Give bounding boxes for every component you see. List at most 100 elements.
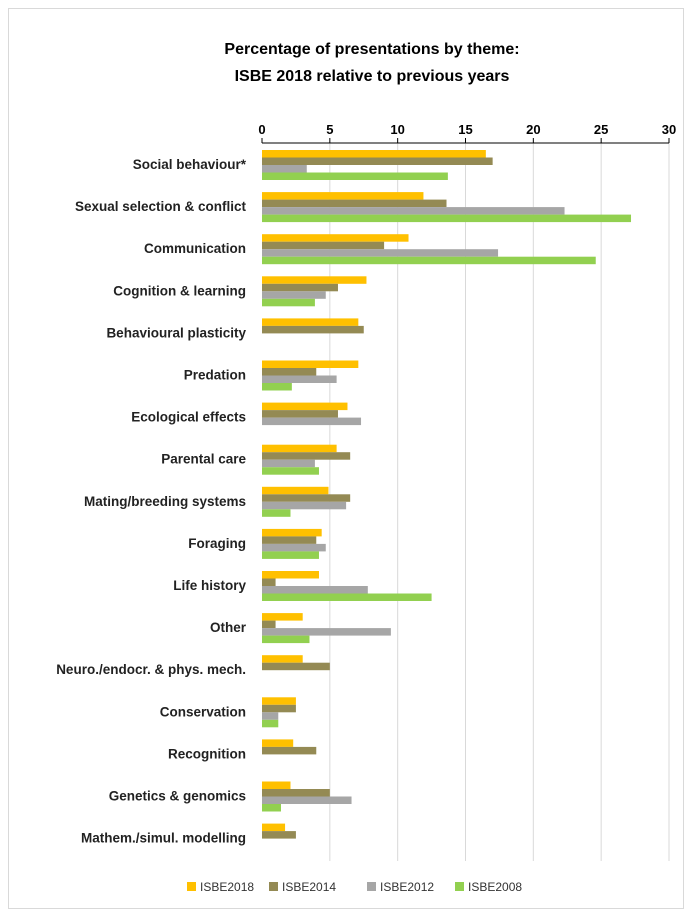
bar-isbe2014-14: [262, 746, 317, 755]
bar-isbe2018-16: [262, 823, 286, 832]
category-label: Cognition & learning: [113, 283, 246, 298]
bar-isbe2014-13: [262, 704, 296, 713]
bar-isbe2012-2: [262, 249, 499, 257]
bar-isbe2018-11: [262, 613, 303, 621]
bar-isbe2014-16: [262, 831, 296, 839]
bar-isbe2008-15: [262, 804, 281, 812]
legend-swatch: [455, 882, 464, 891]
tick-label-30: 30: [662, 122, 676, 137]
category-label: Neuro./endocr. & phys. mech.: [56, 662, 246, 677]
bar-isbe2018-5: [262, 360, 359, 368]
bar-isbe2014-15: [262, 789, 330, 797]
bar-isbe2018-6: [262, 402, 348, 411]
category-label: Sexual selection & conflict: [75, 199, 247, 214]
bar-isbe2008-1: [262, 214, 632, 223]
legend-item-isbe2018: ISBE2018: [187, 880, 254, 894]
category-label: Mathem./simul. modelling: [81, 831, 246, 846]
category-label: Parental care: [161, 452, 246, 467]
category-label: Mating/breeding systems: [84, 494, 246, 509]
category-label: Behavioural plasticity: [106, 325, 246, 340]
bar-isbe2014-2: [262, 241, 385, 250]
bar-isbe2018-12: [262, 655, 303, 663]
bar-isbe2018-2: [262, 234, 409, 242]
bar-isbe2014-8: [262, 494, 351, 502]
chart-subtitle: ISBE 2018 relative to previous years: [235, 68, 510, 85]
bar-isbe2018-10: [262, 571, 319, 579]
bar-isbe2014-12: [262, 662, 330, 671]
category-label: Communication: [144, 241, 246, 256]
bar-isbe2018-14: [262, 739, 294, 747]
legend-label: ISBE2018: [200, 880, 254, 894]
bar-isbe2018-3: [262, 276, 367, 284]
bar-isbe2008-3: [262, 298, 315, 307]
bar-isbe2012-3: [262, 291, 326, 299]
bar-isbe2014-10: [262, 578, 276, 586]
legend-label: ISBE2012: [380, 880, 434, 894]
bar-isbe2018-1: [262, 192, 424, 200]
bar-isbe2014-9: [262, 536, 317, 544]
tick-label-15: 15: [458, 122, 472, 137]
bar-isbe2012-11: [262, 628, 391, 636]
legend-label: ISBE2014: [282, 880, 336, 894]
bar-isbe2014-0: [262, 157, 493, 165]
bar-isbe2012-6: [262, 417, 362, 426]
bar-isbe2008-5: [262, 383, 292, 391]
bar-isbe2008-7: [262, 467, 319, 475]
bar-isbe2014-1: [262, 199, 447, 208]
chart-frame: Percentage of presentations by theme: IS…: [8, 8, 684, 909]
bar-isbe2014-5: [262, 368, 317, 376]
tick-label-0: 0: [258, 122, 265, 137]
category-label: Life history: [173, 578, 246, 593]
bar-isbe2012-9: [262, 543, 326, 552]
category-label: Recognition: [168, 746, 246, 761]
bar-isbe2012-15: [262, 796, 352, 804]
bar-isbe2008-13: [262, 719, 279, 728]
bar-isbe2018-4: [262, 318, 359, 326]
bar-isbe2012-10: [262, 586, 368, 594]
bar-isbe2008-9: [262, 551, 319, 559]
tick-label-5: 5: [326, 122, 333, 137]
bar-isbe2014-4: [262, 325, 364, 334]
legend-swatch: [367, 882, 376, 891]
bar-chart: Percentage of presentations by theme: IS…: [56, 41, 676, 894]
tick-label-10: 10: [390, 122, 404, 137]
bar-isbe2012-0: [262, 165, 307, 173]
bar-isbe2012-1: [262, 207, 565, 215]
bar-isbe2014-11: [262, 620, 276, 629]
tick-label-20: 20: [526, 122, 540, 137]
legend-swatch: [269, 882, 278, 891]
bar-isbe2014-3: [262, 283, 338, 292]
category-label: Other: [210, 620, 247, 635]
chart-title: Percentage of presentations by theme:: [224, 41, 519, 58]
category-label: Genetics & genomics: [109, 789, 246, 804]
x-axis-ticks: 0 5 10 15 20 25 30: [258, 122, 676, 143]
legend-swatch: [187, 882, 196, 891]
legend-label: ISBE2008: [468, 880, 522, 894]
bar-isbe2018-13: [262, 697, 296, 705]
legend-item-isbe2008: ISBE2008: [455, 880, 522, 894]
bar-isbe2018-8: [262, 486, 329, 495]
category-label: Conservation: [160, 704, 246, 719]
bar-isbe2008-11: [262, 635, 310, 644]
legend: ISBE2018 ISBE2014 ISBE2012 ISBE2008: [187, 880, 522, 894]
bar-isbe2018-9: [262, 528, 322, 537]
bar-isbe2012-7: [262, 459, 315, 468]
bar-isbe2012-8: [262, 501, 347, 510]
bar-isbe2012-5: [262, 375, 337, 383]
category-labels: Social behaviour* Sexual selection & conf…: [56, 157, 247, 846]
category-label: Ecological effects: [131, 410, 246, 425]
bar-isbe2008-0: [262, 172, 448, 180]
bar-isbe2014-7: [262, 452, 351, 460]
bars: [262, 150, 632, 839]
bar-isbe2018-7: [262, 444, 337, 453]
legend-item-isbe2012: ISBE2012: [367, 880, 434, 894]
tick-label-25: 25: [594, 122, 608, 137]
bar-isbe2008-2: [262, 256, 596, 265]
category-label: Foraging: [188, 536, 246, 551]
category-label: Predation: [184, 368, 246, 383]
bar-isbe2018-15: [262, 781, 291, 789]
bar-isbe2008-10: [262, 593, 432, 601]
category-label: Social behaviour*: [133, 157, 247, 172]
legend-item-isbe2014: ISBE2014: [269, 880, 336, 894]
bar-isbe2012-13: [262, 712, 279, 720]
